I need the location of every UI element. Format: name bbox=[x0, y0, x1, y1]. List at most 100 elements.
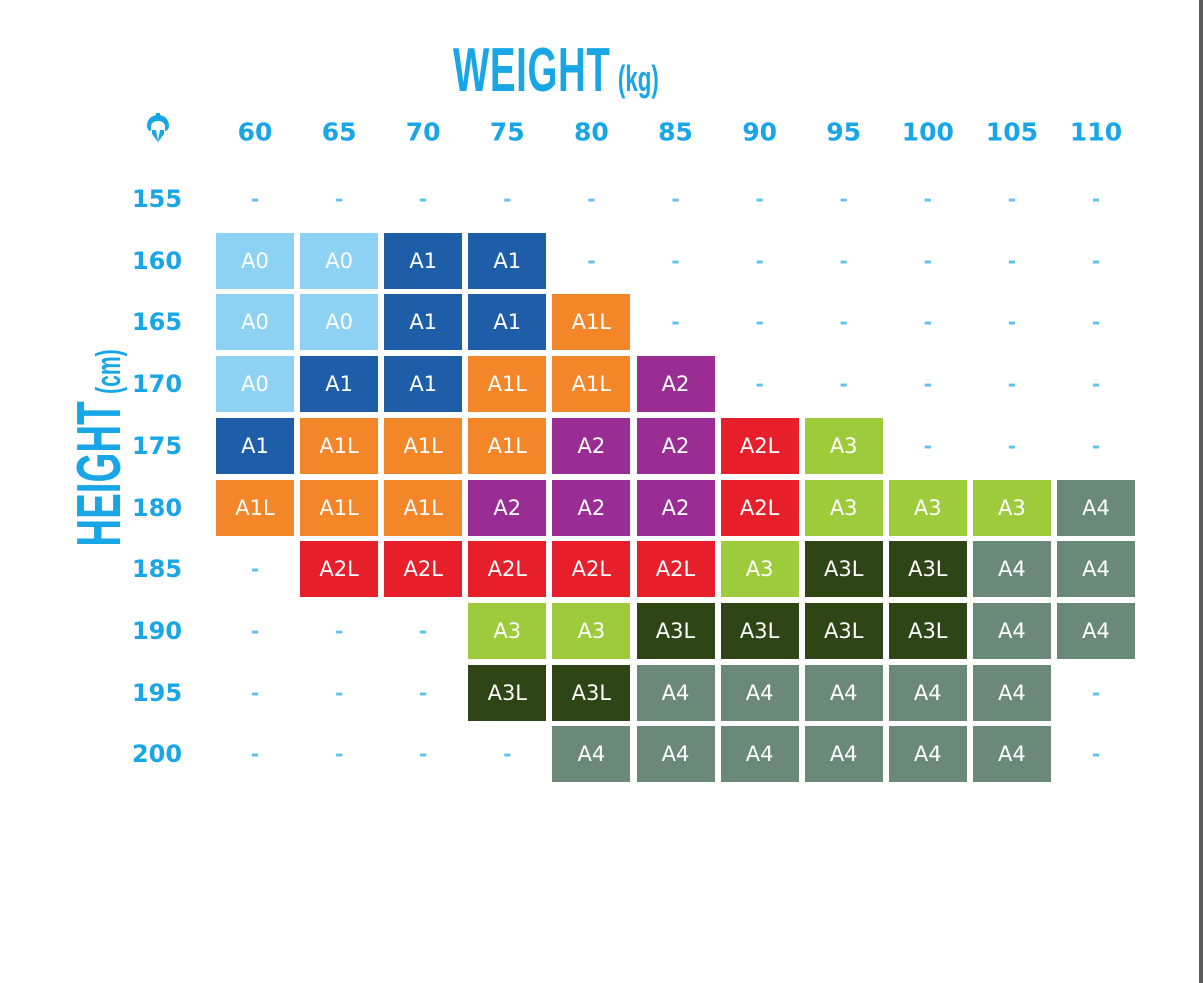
size-cell-a3: A3 bbox=[972, 479, 1051, 536]
size-cell-a2: A2 bbox=[552, 417, 631, 474]
size-cell-a4: A4 bbox=[1057, 602, 1135, 659]
size-cell-a1: A1 bbox=[384, 232, 463, 289]
x-tick-label: 110 bbox=[1069, 117, 1123, 147]
y-tick-label: 195 bbox=[131, 678, 183, 707]
empty-cell: - bbox=[839, 310, 848, 335]
size-cell-a2l: A2L bbox=[636, 541, 715, 598]
empty-cell: - bbox=[671, 187, 680, 211]
size-cell-a2l: A2L bbox=[720, 417, 799, 474]
empty-cell: - bbox=[1091, 372, 1101, 397]
empty-cell: - bbox=[1091, 680, 1101, 705]
y-axis-unit: (cm) bbox=[90, 349, 128, 394]
size-cell-a4: A4 bbox=[888, 664, 967, 721]
empty-cell: - bbox=[503, 742, 512, 767]
empty-cell: - bbox=[755, 187, 764, 211]
size-cell-a4: A4 bbox=[1057, 479, 1135, 536]
size-cell-a1l: A1L bbox=[300, 417, 379, 474]
size-cell-a1l: A1L bbox=[552, 294, 631, 351]
empty-cell: - bbox=[1091, 187, 1101, 211]
y-tick-label: 170 bbox=[131, 370, 183, 399]
empty-cell: - bbox=[1091, 248, 1101, 273]
size-cell-a3l: A3L bbox=[552, 664, 631, 721]
x-tick-label: 100 bbox=[901, 117, 954, 147]
x-tick-label: 75 bbox=[489, 117, 525, 147]
empty-cell: - bbox=[419, 680, 428, 705]
size-cell-a0: A0 bbox=[216, 232, 294, 289]
empty-cell: - bbox=[755, 310, 764, 335]
size-cell-a4: A4 bbox=[972, 726, 1051, 783]
empty-cell: - bbox=[503, 187, 512, 211]
empty-cell: - bbox=[587, 248, 596, 273]
size-cell-a1l: A1L bbox=[468, 417, 547, 474]
size-cell-a0: A0 bbox=[216, 356, 294, 413]
size-cell-a4: A4 bbox=[804, 726, 883, 783]
empty-cell: - bbox=[334, 187, 344, 211]
x-tick-label: 95 bbox=[826, 117, 862, 147]
size-cell-a1: A1 bbox=[216, 417, 294, 474]
empty-cell: - bbox=[587, 187, 596, 211]
empty-cell: - bbox=[1007, 433, 1017, 458]
empty-cell: - bbox=[923, 310, 932, 335]
size-cell-a3: A3 bbox=[468, 602, 547, 659]
size-cell-a0: A0 bbox=[300, 294, 379, 351]
y-tick-label: 155 bbox=[131, 185, 183, 213]
size-cell-a3: A3 bbox=[720, 541, 799, 598]
size-cell-a3l: A3L bbox=[888, 602, 967, 659]
size-cell-a4: A4 bbox=[972, 664, 1051, 721]
y-tick-label: 165 bbox=[131, 308, 183, 337]
size-cell-a3: A3 bbox=[888, 479, 967, 536]
size-cell-a0: A0 bbox=[216, 294, 294, 351]
size-cell-a2l: A2L bbox=[552, 541, 631, 598]
x-tick-label: 70 bbox=[405, 117, 441, 147]
size-cell-a3l: A3L bbox=[804, 541, 883, 598]
x-axis-title: WEIGHT bbox=[453, 36, 611, 105]
empty-cell: - bbox=[839, 372, 848, 397]
empty-cell: - bbox=[839, 248, 848, 273]
size-cell-a4: A4 bbox=[552, 726, 631, 783]
empty-cell: - bbox=[755, 248, 764, 273]
chart-title: WEIGHT (kg) bbox=[453, 40, 659, 102]
empty-cell: - bbox=[671, 248, 680, 273]
size-cell-a4: A4 bbox=[720, 664, 799, 721]
y-tick-label: 190 bbox=[131, 616, 183, 645]
size-cell-a2l: A2L bbox=[720, 479, 799, 536]
empty-cell: - bbox=[250, 680, 260, 705]
empty-cell: - bbox=[923, 248, 932, 273]
size-cell-a3l: A3L bbox=[888, 541, 967, 598]
right-border bbox=[1199, 0, 1203, 983]
size-cell-a3: A3 bbox=[552, 602, 631, 659]
empty-cell: - bbox=[839, 187, 848, 211]
size-cell-a1: A1 bbox=[468, 232, 547, 289]
size-cell-a2l: A2L bbox=[468, 541, 547, 598]
x-tick-label: 90 bbox=[742, 117, 777, 147]
size-cell-a2: A2 bbox=[636, 356, 715, 413]
y-tick-label: 180 bbox=[131, 493, 183, 522]
empty-cell: - bbox=[1007, 372, 1017, 397]
empty-cell: - bbox=[923, 372, 932, 397]
empty-cell: - bbox=[419, 187, 428, 211]
empty-cell: - bbox=[923, 433, 932, 458]
empty-cell: - bbox=[1091, 433, 1101, 458]
empty-cell: - bbox=[334, 680, 344, 705]
size-cell-a2: A2 bbox=[636, 417, 715, 474]
size-cell-a4: A4 bbox=[972, 602, 1051, 659]
size-cell-a1l: A1L bbox=[384, 417, 463, 474]
size-cell-a0: A0 bbox=[300, 232, 379, 289]
empty-cell: - bbox=[334, 618, 344, 643]
size-cell-a3: A3 bbox=[804, 417, 883, 474]
size-cell-a1: A1 bbox=[384, 294, 463, 351]
empty-cell: - bbox=[419, 742, 428, 767]
y-axis-title-group: HEIGHT (cm) bbox=[65, 349, 134, 546]
y-tick-label: 200 bbox=[131, 740, 183, 769]
empty-cell: - bbox=[671, 310, 680, 335]
x-tick-label: 65 bbox=[321, 117, 357, 147]
x-tick-label: 60 bbox=[237, 117, 273, 147]
empty-cell: - bbox=[334, 742, 344, 767]
empty-cell: - bbox=[1007, 248, 1017, 273]
empty-cell: - bbox=[1007, 187, 1017, 211]
size-cell-a4: A4 bbox=[1057, 541, 1135, 598]
size-cell-a4: A4 bbox=[636, 664, 715, 721]
size-cell-a4: A4 bbox=[888, 726, 967, 783]
size-cell-a4: A4 bbox=[972, 541, 1051, 598]
size-cell-a1: A1 bbox=[300, 356, 379, 413]
